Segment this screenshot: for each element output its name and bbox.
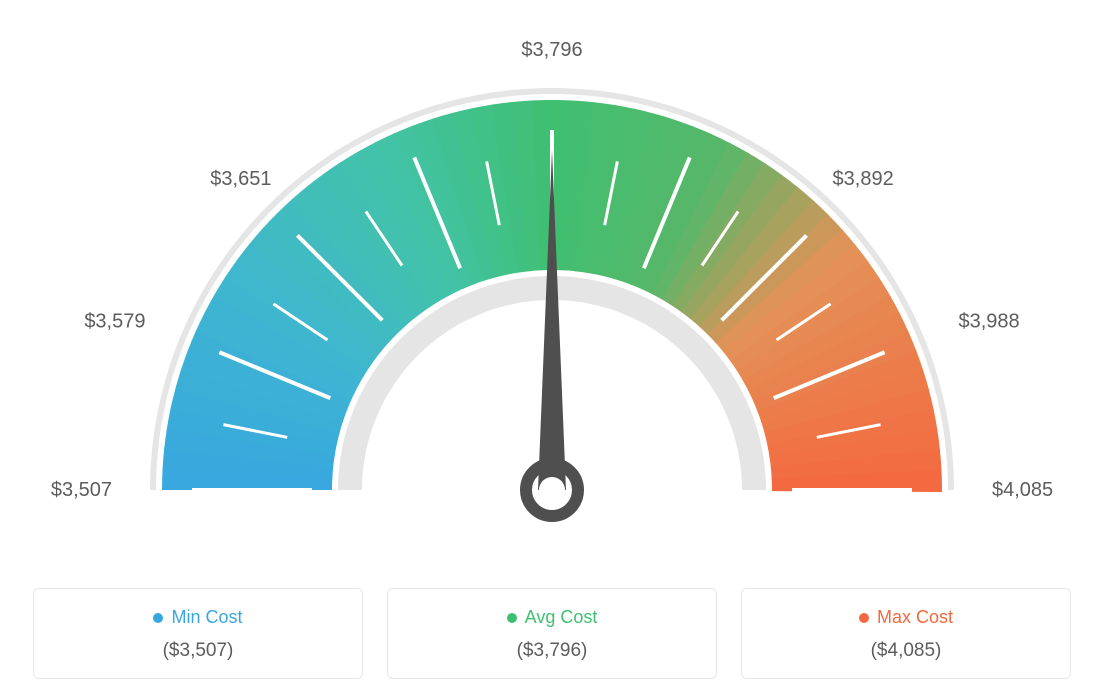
dot-icon	[507, 613, 517, 623]
svg-text:$3,651: $3,651	[210, 168, 271, 190]
legend-card-avg: Avg Cost ($3,796)	[387, 588, 717, 679]
dot-icon	[153, 613, 163, 623]
dot-icon	[859, 613, 869, 623]
legend-card-max: Max Cost ($4,085)	[741, 588, 1071, 679]
gauge-svg: $3,507 $3,579 $3,651 $3,796 $3,892 $3,988 $4,0…	[20, 20, 1084, 560]
legend-value-avg: ($3,796)	[398, 640, 706, 662]
cost-gauge-chart: $3,507 $3,579 $3,651 $3,796 $3,892 $3,988 $4,0…	[20, 20, 1084, 679]
svg-text:$3,507: $3,507	[51, 479, 112, 501]
legend-label-avg: Avg Cost	[525, 607, 598, 628]
svg-text:$4,085: $4,085	[992, 479, 1053, 501]
legend-label-max: Max Cost	[877, 607, 953, 628]
legend-label-min: Min Cost	[171, 607, 242, 628]
legend-row: Min Cost ($3,507) Avg Cost ($3,796) Max …	[20, 588, 1084, 679]
legend-value-max: ($4,085)	[752, 640, 1060, 662]
svg-text:$3,579: $3,579	[84, 311, 145, 333]
svg-text:$3,988: $3,988	[959, 311, 1020, 333]
legend-value-min: ($3,507)	[44, 640, 352, 662]
legend-card-min: Min Cost ($3,507)	[33, 588, 363, 679]
svg-text:$3,796: $3,796	[521, 39, 582, 61]
svg-text:$3,892: $3,892	[833, 168, 894, 190]
